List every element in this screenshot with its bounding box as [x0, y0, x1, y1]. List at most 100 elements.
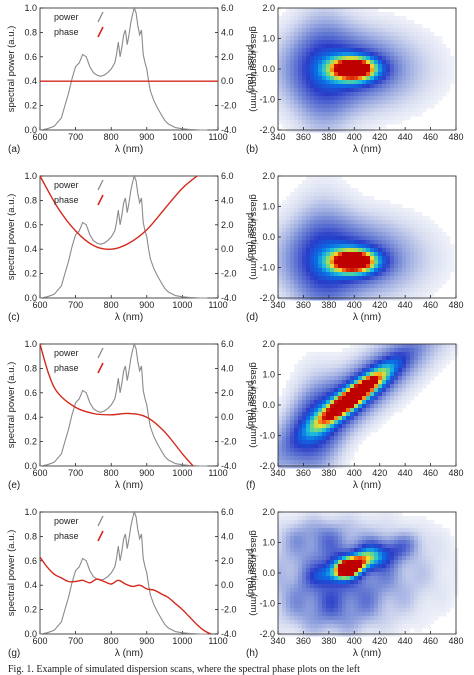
heatmap-cell	[438, 544, 443, 549]
heatmap-cell	[318, 276, 323, 281]
heatmap-cell	[342, 236, 347, 241]
heatmap-cell	[326, 124, 331, 129]
heatmap-cell	[294, 192, 299, 197]
heatmap-cell	[338, 520, 343, 525]
heatmap-cell	[362, 620, 367, 625]
heatmap-cell	[394, 244, 399, 249]
heatmap-cell	[386, 284, 391, 289]
heatmap-cell	[394, 524, 399, 529]
heatmap-cell	[354, 440, 359, 445]
heatmap-cell	[310, 184, 315, 189]
heatmap-cell	[306, 284, 311, 289]
heatmap-cell	[334, 572, 339, 577]
heatmap-cell	[322, 376, 327, 381]
heatmap-cell	[442, 528, 447, 533]
heatmap-cell	[322, 524, 327, 529]
heatmap-cell	[434, 52, 439, 57]
heatmap-cell	[422, 220, 427, 225]
heatmap-cell	[370, 264, 375, 269]
heatmap-cell	[290, 600, 295, 605]
heatmap-cell	[410, 536, 415, 541]
heatmap-cell	[318, 112, 323, 117]
heatmap-cell	[354, 408, 359, 413]
heatmap-cell	[314, 404, 319, 409]
heatmap-cell	[378, 256, 383, 261]
heatmap-cell	[382, 12, 387, 17]
heatmap-cell	[358, 344, 363, 349]
heatmap-cell	[322, 624, 327, 629]
heatmap-cell	[358, 252, 363, 257]
heatmap-cell	[354, 348, 359, 353]
heatmap-cell	[446, 88, 451, 93]
heatmap-cell	[378, 512, 383, 517]
heatmap-cell	[306, 520, 311, 525]
heatmap-cell	[382, 572, 387, 577]
heatmap-cell	[282, 460, 287, 465]
heatmap-cell	[354, 192, 359, 197]
heatmap-cell	[402, 344, 407, 349]
heatmap-cell	[406, 556, 411, 561]
heatmap-cell	[318, 396, 323, 401]
x-axis-label: λ (nm)	[353, 144, 381, 155]
heatmap-cell	[342, 32, 347, 37]
x-tick-label: 1000	[172, 300, 192, 310]
heatmap-cell	[314, 592, 319, 597]
heatmap-cell	[410, 620, 415, 625]
heatmap-cell	[342, 456, 347, 461]
heatmap-cell	[278, 408, 283, 413]
heatmap-cell	[374, 556, 379, 561]
heatmap-cell	[282, 524, 287, 529]
heatmap-cell	[418, 228, 423, 233]
heatmap-cell	[286, 532, 291, 537]
heatmap-cell	[322, 20, 327, 25]
legend-swatch-phase	[97, 26, 104, 38]
heatmap-cell	[366, 124, 371, 129]
heatmap-cell	[434, 244, 439, 249]
heatmap-cell	[282, 28, 287, 33]
heatmap-cell	[434, 548, 439, 553]
heatmap-cell	[334, 452, 339, 457]
heatmap-cell	[278, 16, 283, 21]
heatmap-cell	[382, 208, 387, 213]
heatmap-cell	[358, 260, 363, 265]
heatmap-cell	[382, 236, 387, 241]
heatmap-cell	[298, 560, 303, 565]
heatmap-cell	[282, 20, 287, 25]
heatmap-cell	[390, 64, 395, 69]
heatmap-cell	[350, 228, 355, 233]
heatmap-cell	[334, 92, 339, 97]
heatmap-cell	[382, 596, 387, 601]
heatmap-cell	[350, 436, 355, 441]
heatmap-cell	[430, 240, 435, 245]
heatmap-cell	[330, 408, 335, 413]
heatmap-cell	[390, 608, 395, 613]
heatmap-cell	[382, 92, 387, 97]
heatmap-cell	[330, 588, 335, 593]
heatmap-cell	[310, 200, 315, 205]
heatmap-cell	[390, 592, 395, 597]
heatmap-cell	[290, 388, 295, 393]
heatmap-cell	[354, 264, 359, 269]
heatmap-cell	[286, 252, 291, 257]
y2-axis-label: phase (rad)	[245, 45, 256, 94]
heatmap-cell	[398, 356, 403, 361]
heatmap-cell	[294, 200, 299, 205]
heatmap-cell	[286, 592, 291, 597]
heatmap-cell	[390, 388, 395, 393]
heatmap-cell	[426, 344, 431, 349]
heatmap-cell	[430, 220, 435, 225]
heatmap-cell	[438, 40, 443, 45]
heatmap-cell	[378, 48, 383, 53]
heatmap-cell	[314, 568, 319, 573]
heatmap-cell	[278, 28, 283, 33]
heatmap-cell	[394, 364, 399, 369]
heatmap-cell	[358, 116, 363, 121]
heatmap-cell	[366, 228, 371, 233]
heatmap-cell	[414, 544, 419, 549]
heatmap-cell	[314, 48, 319, 53]
heatmap-cell	[302, 288, 307, 293]
heatmap-cell	[302, 432, 307, 437]
heatmap-cell	[334, 80, 339, 85]
heatmap-cell	[398, 520, 403, 525]
heatmap-cell	[390, 368, 395, 373]
